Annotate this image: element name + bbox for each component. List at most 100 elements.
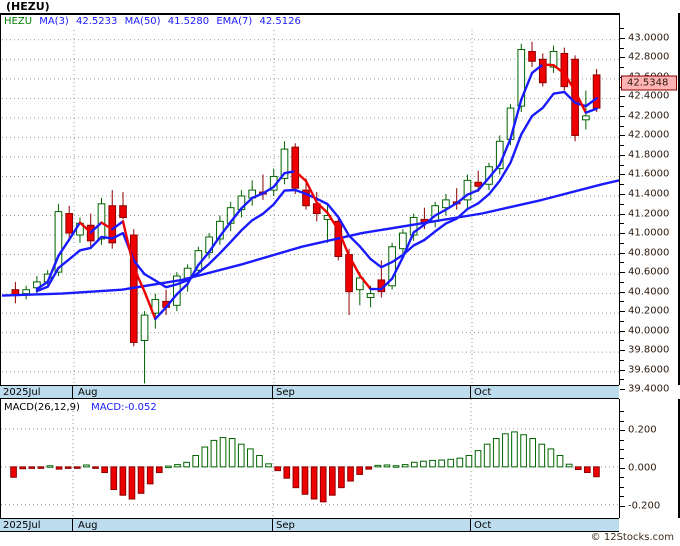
macd-axis-minor-tick bbox=[620, 411, 624, 413]
macd-bar bbox=[101, 466, 108, 474]
price-plot-area[interactable] bbox=[2, 30, 619, 401]
macd-bar bbox=[55, 466, 63, 470]
ma3-segment bbox=[347, 254, 362, 277]
page-title: (HEZU) bbox=[6, 0, 50, 13]
candle-body bbox=[291, 146, 300, 189]
macd-axis-minor-tick bbox=[620, 496, 624, 498]
macd-bar bbox=[237, 443, 245, 468]
macd-axis-minor-tick bbox=[620, 420, 624, 422]
macd-bar bbox=[574, 466, 582, 471]
price-axis-label: 40.6000 bbox=[628, 266, 670, 278]
macd-bar bbox=[401, 464, 409, 468]
macd-bar bbox=[392, 465, 400, 468]
price-axis-minor-tick bbox=[620, 262, 624, 264]
ma3-segment bbox=[207, 235, 222, 254]
macd-axis-label: -0.200 bbox=[628, 500, 661, 512]
ma50-path bbox=[2, 179, 619, 297]
macd-bar bbox=[456, 457, 464, 468]
candle-body bbox=[119, 205, 127, 218]
price-axis-label: 40.8000 bbox=[628, 247, 670, 259]
price-axis-tick bbox=[620, 272, 625, 274]
candle-body bbox=[54, 211, 63, 273]
price-chart-panel bbox=[0, 13, 679, 401]
macd-bar bbox=[565, 463, 573, 468]
price-axis-tick bbox=[620, 115, 625, 117]
ma3-segment bbox=[573, 89, 588, 114]
price-axis-label: 41.0000 bbox=[628, 227, 670, 239]
macd-axis-minor-tick bbox=[620, 486, 624, 488]
ma3-segment bbox=[186, 263, 200, 286]
macd-axis-minor-tick bbox=[620, 477, 624, 479]
macd-plot-area[interactable] bbox=[1, 399, 618, 516]
macd-bar bbox=[292, 466, 300, 489]
date-axis-separator bbox=[272, 386, 273, 398]
candle-body bbox=[280, 148, 289, 179]
candle-body bbox=[183, 267, 192, 279]
price-axis-label: 41.6000 bbox=[628, 168, 670, 180]
macd-axis-tick bbox=[620, 505, 625, 507]
price-axis-minor-tick bbox=[620, 203, 624, 205]
legend-ma50-label: MA(50) bbox=[124, 16, 161, 27]
ma3-segment bbox=[401, 231, 415, 259]
ma3-segment bbox=[390, 255, 405, 280]
candle-body bbox=[549, 50, 558, 68]
candle-body bbox=[463, 179, 472, 201]
ma3-segment bbox=[164, 293, 179, 309]
macd-bar bbox=[465, 455, 473, 468]
macd-bar bbox=[502, 433, 509, 468]
macd-axis-tick bbox=[620, 467, 625, 469]
macd-bar bbox=[37, 466, 45, 469]
price-axis-label: 42.2000 bbox=[628, 110, 670, 122]
macd-bar bbox=[110, 466, 118, 491]
title-bar: (HEZU) bbox=[0, 0, 680, 13]
macd-bar bbox=[174, 464, 181, 468]
legend-ma3-value: 42.5233 bbox=[76, 16, 118, 27]
price-axis-label: 40.2000 bbox=[628, 305, 670, 317]
candle-body bbox=[151, 298, 160, 314]
price-axis-minor-tick bbox=[620, 164, 624, 166]
macd-bar bbox=[219, 437, 227, 468]
candle-body bbox=[399, 232, 407, 250]
date-axis-bottom: 2025Jul Aug Sep Oct bbox=[0, 518, 619, 532]
ma3-segment bbox=[509, 98, 523, 140]
macd-bar bbox=[310, 466, 318, 500]
date-axis-label: 2025Jul bbox=[3, 387, 41, 398]
macd-bar bbox=[511, 431, 518, 468]
price-axis-minor-tick bbox=[620, 379, 624, 381]
price-axis-minor-tick bbox=[620, 145, 624, 147]
candle-body bbox=[65, 213, 74, 234]
macd-legend-name: MACD(26,12,9) bbox=[4, 402, 80, 413]
price-axis-tick bbox=[620, 311, 625, 313]
candle-body bbox=[528, 50, 536, 62]
ma3-segment bbox=[100, 221, 114, 231]
date-axis-separator bbox=[72, 386, 73, 398]
macd-bar bbox=[529, 438, 537, 468]
candle-body bbox=[108, 205, 117, 244]
legend-ma50-value: 41.5280 bbox=[167, 16, 210, 27]
macd-histogram-bars bbox=[10, 431, 600, 503]
date-axis-separator bbox=[470, 519, 471, 531]
candle-body bbox=[538, 58, 547, 84]
price-axis-minor-tick bbox=[620, 125, 624, 127]
price-axis-minor-tick bbox=[620, 359, 624, 361]
price-axis-label: 42.8000 bbox=[628, 51, 670, 63]
price-axis-tick bbox=[620, 37, 625, 39]
price-axis-label: 41.4000 bbox=[628, 188, 670, 200]
ma3-segment bbox=[143, 290, 157, 321]
candle-body bbox=[366, 293, 375, 299]
macd-bar bbox=[137, 466, 145, 494]
macd-bar bbox=[438, 459, 445, 468]
macd-bar bbox=[328, 466, 336, 496]
price-axis-tick bbox=[620, 154, 625, 156]
macd-bar bbox=[256, 455, 263, 468]
macd-bar bbox=[10, 466, 17, 478]
ma3-segment bbox=[240, 196, 254, 210]
price-axis-tick bbox=[620, 193, 625, 195]
ma3-line bbox=[35, 63, 598, 321]
ma3-segment bbox=[111, 220, 125, 231]
date-axis-label: Aug bbox=[78, 520, 98, 531]
ma3-segment bbox=[487, 163, 501, 179]
ma3-segment bbox=[283, 170, 297, 175]
macd-bar bbox=[210, 439, 218, 468]
ma3-segment bbox=[197, 250, 211, 267]
